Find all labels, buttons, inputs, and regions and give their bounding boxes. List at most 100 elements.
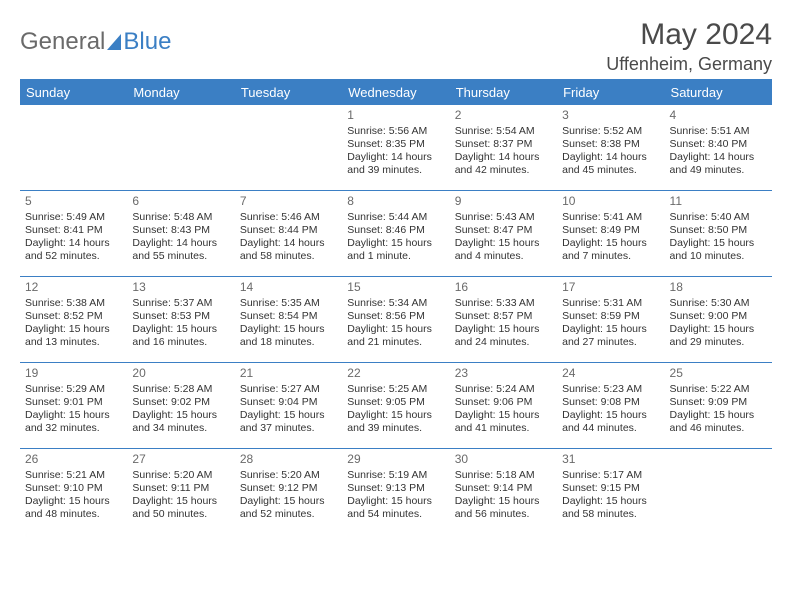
sunset-text: Sunset: 8:56 PM — [347, 310, 444, 323]
day-number: 28 — [240, 452, 337, 467]
sunrise-text: Sunrise: 5:30 AM — [670, 297, 767, 310]
daylight-text: Daylight: 15 hours and 1 minute. — [347, 237, 444, 263]
title-block: May 2024 Uffenheim, Germany — [606, 18, 772, 75]
day-cell: 27Sunrise: 5:20 AMSunset: 9:11 PMDayligh… — [127, 449, 234, 534]
day-number: 11 — [670, 194, 767, 209]
daylight-text: Daylight: 15 hours and 18 minutes. — [240, 323, 337, 349]
weekday-mon: Monday — [127, 81, 234, 105]
sunset-text: Sunset: 8:35 PM — [347, 138, 444, 151]
daylight-text: Daylight: 15 hours and 4 minutes. — [455, 237, 552, 263]
day-cell: 26Sunrise: 5:21 AMSunset: 9:10 PMDayligh… — [20, 449, 127, 534]
day-number: 12 — [25, 280, 122, 295]
day-number: 15 — [347, 280, 444, 295]
sunrise-text: Sunrise: 5:28 AM — [132, 383, 229, 396]
sunset-text: Sunset: 9:13 PM — [347, 482, 444, 495]
day-cell: 29Sunrise: 5:19 AMSunset: 9:13 PMDayligh… — [342, 449, 449, 534]
day-cell: 28Sunrise: 5:20 AMSunset: 9:12 PMDayligh… — [235, 449, 342, 534]
day-number: 1 — [347, 108, 444, 123]
sunrise-text: Sunrise: 5:41 AM — [562, 211, 659, 224]
day-cell: 18Sunrise: 5:30 AMSunset: 9:00 PMDayligh… — [665, 277, 772, 362]
sunset-text: Sunset: 8:37 PM — [455, 138, 552, 151]
sunrise-text: Sunrise: 5:46 AM — [240, 211, 337, 224]
sunset-text: Sunset: 8:46 PM — [347, 224, 444, 237]
sunset-text: Sunset: 8:38 PM — [562, 138, 659, 151]
sunset-text: Sunset: 9:04 PM — [240, 396, 337, 409]
location: Uffenheim, Germany — [606, 54, 772, 75]
brand-part1: General — [20, 28, 105, 56]
sunrise-text: Sunrise: 5:43 AM — [455, 211, 552, 224]
day-cell — [235, 105, 342, 190]
month-title: May 2024 — [606, 18, 772, 52]
week-row: 1Sunrise: 5:56 AMSunset: 8:35 PMDaylight… — [20, 105, 772, 190]
sunrise-text: Sunrise: 5:20 AM — [132, 469, 229, 482]
sunrise-text: Sunrise: 5:17 AM — [562, 469, 659, 482]
day-cell — [20, 105, 127, 190]
sunrise-text: Sunrise: 5:49 AM — [25, 211, 122, 224]
sunrise-text: Sunrise: 5:21 AM — [25, 469, 122, 482]
sunset-text: Sunset: 8:41 PM — [25, 224, 122, 237]
day-cell: 6Sunrise: 5:48 AMSunset: 8:43 PMDaylight… — [127, 191, 234, 276]
day-cell: 19Sunrise: 5:29 AMSunset: 9:01 PMDayligh… — [20, 363, 127, 448]
day-number: 4 — [670, 108, 767, 123]
day-number: 16 — [455, 280, 552, 295]
day-number: 18 — [670, 280, 767, 295]
daylight-text: Daylight: 15 hours and 56 minutes. — [455, 495, 552, 521]
daylight-text: Daylight: 14 hours and 45 minutes. — [562, 151, 659, 177]
sunrise-text: Sunrise: 5:54 AM — [455, 125, 552, 138]
daylight-text: Daylight: 15 hours and 7 minutes. — [562, 237, 659, 263]
daylight-text: Daylight: 15 hours and 27 minutes. — [562, 323, 659, 349]
day-number: 24 — [562, 366, 659, 381]
day-number: 10 — [562, 194, 659, 209]
daylight-text: Daylight: 15 hours and 24 minutes. — [455, 323, 552, 349]
daylight-text: Daylight: 15 hours and 39 minutes. — [347, 409, 444, 435]
day-number: 3 — [562, 108, 659, 123]
daylight-text: Daylight: 14 hours and 49 minutes. — [670, 151, 767, 177]
day-cell: 15Sunrise: 5:34 AMSunset: 8:56 PMDayligh… — [342, 277, 449, 362]
sunset-text: Sunset: 9:08 PM — [562, 396, 659, 409]
day-cell: 9Sunrise: 5:43 AMSunset: 8:47 PMDaylight… — [450, 191, 557, 276]
day-number: 21 — [240, 366, 337, 381]
sunset-text: Sunset: 9:00 PM — [670, 310, 767, 323]
sunrise-text: Sunrise: 5:22 AM — [670, 383, 767, 396]
sunrise-text: Sunrise: 5:35 AM — [240, 297, 337, 310]
day-number: 13 — [132, 280, 229, 295]
sunrise-text: Sunrise: 5:40 AM — [670, 211, 767, 224]
sunrise-text: Sunrise: 5:29 AM — [25, 383, 122, 396]
day-cell: 4Sunrise: 5:51 AMSunset: 8:40 PMDaylight… — [665, 105, 772, 190]
daylight-text: Daylight: 15 hours and 16 minutes. — [132, 323, 229, 349]
day-cell: 30Sunrise: 5:18 AMSunset: 9:14 PMDayligh… — [450, 449, 557, 534]
daylight-text: Daylight: 15 hours and 32 minutes. — [25, 409, 122, 435]
sunrise-text: Sunrise: 5:52 AM — [562, 125, 659, 138]
sunset-text: Sunset: 9:14 PM — [455, 482, 552, 495]
day-cell: 22Sunrise: 5:25 AMSunset: 9:05 PMDayligh… — [342, 363, 449, 448]
daylight-text: Daylight: 15 hours and 44 minutes. — [562, 409, 659, 435]
day-number: 17 — [562, 280, 659, 295]
day-cell: 2Sunrise: 5:54 AMSunset: 8:37 PMDaylight… — [450, 105, 557, 190]
sunset-text: Sunset: 9:02 PM — [132, 396, 229, 409]
daylight-text: Daylight: 15 hours and 50 minutes. — [132, 495, 229, 521]
sunset-text: Sunset: 9:06 PM — [455, 396, 552, 409]
day-cell: 11Sunrise: 5:40 AMSunset: 8:50 PMDayligh… — [665, 191, 772, 276]
day-cell: 20Sunrise: 5:28 AMSunset: 9:02 PMDayligh… — [127, 363, 234, 448]
day-cell: 12Sunrise: 5:38 AMSunset: 8:52 PMDayligh… — [20, 277, 127, 362]
sunset-text: Sunset: 9:11 PM — [132, 482, 229, 495]
day-cell: 5Sunrise: 5:49 AMSunset: 8:41 PMDaylight… — [20, 191, 127, 276]
brand-logo: GeneralBlue — [20, 18, 171, 56]
day-number: 31 — [562, 452, 659, 467]
day-cell: 13Sunrise: 5:37 AMSunset: 8:53 PMDayligh… — [127, 277, 234, 362]
sunrise-text: Sunrise: 5:44 AM — [347, 211, 444, 224]
daylight-text: Daylight: 14 hours and 52 minutes. — [25, 237, 122, 263]
week-row: 12Sunrise: 5:38 AMSunset: 8:52 PMDayligh… — [20, 276, 772, 362]
sunrise-text: Sunrise: 5:20 AM — [240, 469, 337, 482]
daylight-text: Daylight: 15 hours and 54 minutes. — [347, 495, 444, 521]
weeks-container: 1Sunrise: 5:56 AMSunset: 8:35 PMDaylight… — [20, 105, 772, 534]
sunrise-text: Sunrise: 5:25 AM — [347, 383, 444, 396]
day-number: 7 — [240, 194, 337, 209]
sunset-text: Sunset: 8:47 PM — [455, 224, 552, 237]
daylight-text: Daylight: 14 hours and 42 minutes. — [455, 151, 552, 177]
day-number: 29 — [347, 452, 444, 467]
day-cell: 21Sunrise: 5:27 AMSunset: 9:04 PMDayligh… — [235, 363, 342, 448]
daylight-text: Daylight: 15 hours and 41 minutes. — [455, 409, 552, 435]
sunrise-text: Sunrise: 5:23 AM — [562, 383, 659, 396]
sunrise-text: Sunrise: 5:18 AM — [455, 469, 552, 482]
